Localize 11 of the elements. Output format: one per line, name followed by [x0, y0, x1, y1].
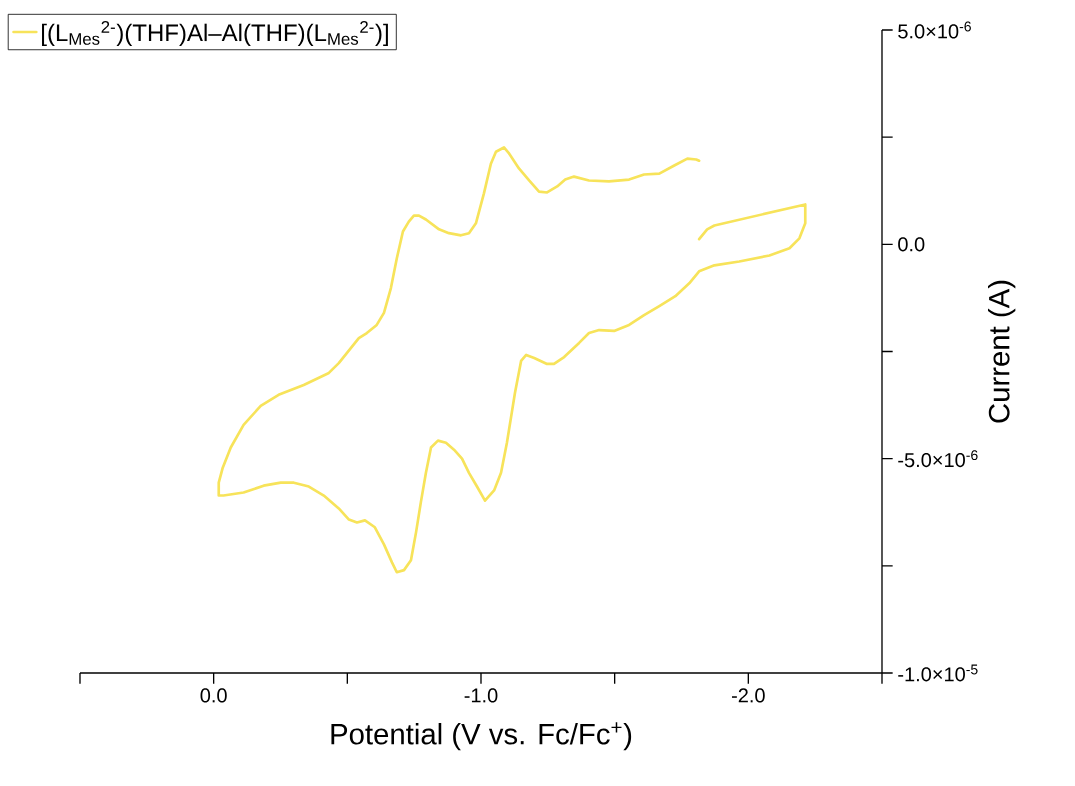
x-tick-label: 0.0 — [200, 688, 227, 703]
y-tick-label: 5.0×10$^{-6}$ — [898, 21, 971, 39]
y-tick-label: -5.0×10$^{-6}$ — [898, 450, 978, 468]
x-axis-title: Potential (V vs. Fc/Fc$^{+}$) — [331, 722, 632, 751]
legend-label: [(L$_{Mes}$$^{2-}$)(THF)Al–Al(THF)(L$_{Mes}$$^{2-}$)] — [42, 20, 388, 47]
y-tick-label: 0.0 — [898, 237, 925, 252]
y-axis-title: Current (A) — [988, 280, 1016, 423]
x-tick-label: -2.0 — [731, 688, 765, 703]
y-tick-label: -1.0×10$^{-5}$ — [898, 664, 978, 682]
line-series — [217, 146, 807, 574]
x-tick-label: -1.0 — [464, 688, 498, 703]
